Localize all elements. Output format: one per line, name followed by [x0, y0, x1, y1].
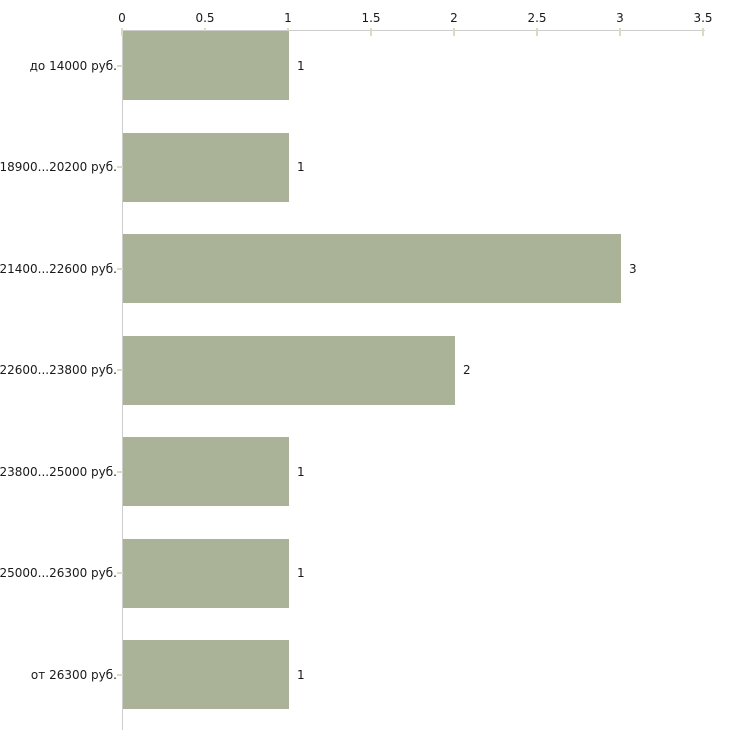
category-label: от 26300 руб.: [30, 667, 117, 682]
x-tick-label: 2.5: [527, 11, 547, 25]
y-axis-line: [122, 30, 123, 730]
bar: [123, 538, 289, 608]
y-tick-mark: [117, 572, 123, 574]
category-label: 23800...25000 руб.: [0, 464, 117, 479]
bar: [123, 234, 621, 303]
x-tick-label: 1.5: [361, 11, 381, 25]
bar: [123, 132, 289, 202]
y-tick-mark: [117, 470, 123, 473]
value-label: 1: [297, 464, 305, 479]
category-label: 18900...20200 руб.: [0, 160, 117, 174]
bar: [123, 335, 455, 405]
x-tick-label: 3: [616, 11, 624, 25]
x-tick-label: 2: [450, 11, 458, 25]
category-label: до 14000 руб.: [29, 58, 117, 73]
value-label: 2: [463, 363, 471, 377]
y-tick-mark: [117, 267, 123, 270]
x-tick-mark: [370, 28, 372, 36]
category-label: 25000...26300 руб.: [0, 566, 117, 580]
x-tick-label: 0.5: [195, 11, 215, 25]
x-tick-mark: [453, 28, 455, 36]
x-tick-mark: [702, 28, 704, 36]
category-label: 21400...22600 руб.: [0, 261, 117, 276]
y-tick-mark: [117, 64, 123, 67]
bar: [123, 437, 289, 506]
x-axis-line: [122, 30, 705, 31]
x-tick-label: 1: [284, 11, 292, 25]
value-label: 1: [297, 160, 305, 174]
x-tick-label: 0: [118, 11, 126, 25]
x-tick-mark: [121, 28, 123, 36]
value-label: 1: [297, 566, 305, 580]
y-tick-mark: [117, 166, 123, 168]
value-label: 1: [297, 58, 305, 73]
bar: [123, 31, 289, 100]
y-tick-mark: [117, 369, 123, 371]
bar: [123, 640, 289, 709]
x-tick-label: 3.5: [693, 11, 713, 25]
category-label: 22600...23800 руб.: [0, 363, 117, 377]
y-tick-mark: [117, 673, 123, 676]
value-label: 3: [629, 261, 637, 276]
x-tick-mark: [619, 28, 621, 36]
value-label: 1: [297, 667, 305, 682]
x-tick-mark: [536, 28, 538, 36]
